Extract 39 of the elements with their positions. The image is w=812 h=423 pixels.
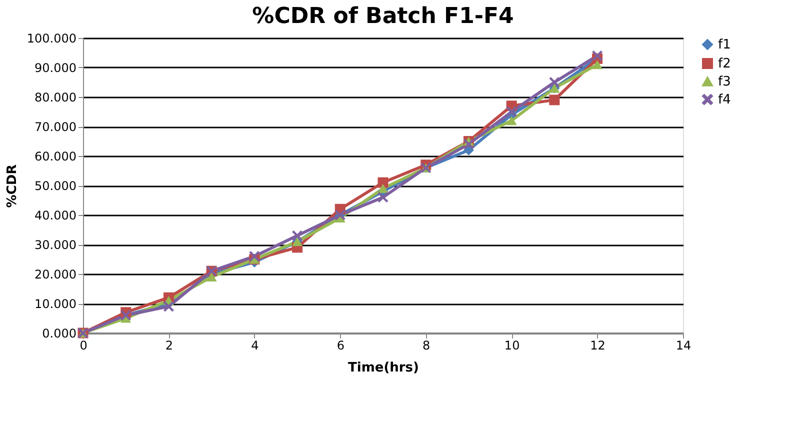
point	[592, 60, 603, 70]
point	[549, 77, 560, 88]
y-tick-label: 10.000	[34, 297, 76, 311]
point	[249, 251, 260, 262]
y-tick-label: 30.000	[34, 238, 76, 252]
point	[378, 184, 388, 193]
x-axis-title: Time(hrs)	[348, 360, 419, 376]
point	[463, 138, 474, 150]
legend-label: f3	[718, 74, 731, 90]
x-tick-label: 6	[336, 338, 344, 352]
y-tick-label: 40.000	[34, 208, 76, 222]
y-tick-label: 60.000	[34, 150, 76, 164]
point	[206, 272, 217, 282]
point	[592, 50, 603, 61]
x-tick-label: 8	[422, 338, 430, 352]
point	[292, 230, 303, 241]
chart-title: %CDR of Batch F1-F4	[252, 4, 514, 29]
point	[506, 116, 517, 126]
x-tick-label: 2	[165, 338, 174, 352]
y-tick-label: 70.000	[34, 120, 76, 134]
y-tick-label: 50.000	[34, 179, 76, 193]
x-tick-label: 4	[251, 338, 259, 352]
point	[378, 192, 388, 203]
y-tick-label: 20.000	[34, 268, 76, 282]
legend-label: f1	[718, 38, 731, 52]
x-tick-label: 12	[590, 338, 606, 352]
x-tick-label: 14	[676, 338, 692, 352]
y-tick-label: 0.000	[42, 326, 76, 340]
y-tick-label: 80.000	[34, 90, 76, 104]
y-tick-label: 90.000	[34, 61, 76, 75]
legend-label: f4	[718, 92, 731, 108]
y-axis-title: %CDR	[4, 164, 20, 208]
point	[549, 94, 560, 106]
x-tick-label: 0	[80, 338, 88, 352]
point	[506, 106, 517, 117]
legend-label: f2	[718, 56, 731, 72]
y-tick-label: 100.000	[26, 32, 76, 46]
point	[163, 301, 174, 312]
x-tick-label: 10	[504, 338, 520, 352]
